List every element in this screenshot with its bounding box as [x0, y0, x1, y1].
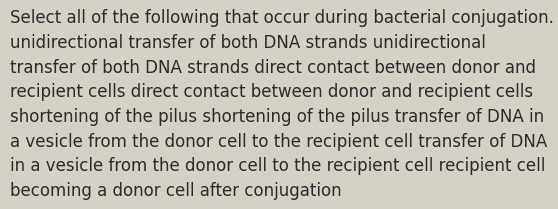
Text: in a vesicle from the donor cell to the recipient cell recipient cell: in a vesicle from the donor cell to the … — [10, 157, 545, 175]
Text: Select all of the following that occur during bacterial conjugation.: Select all of the following that occur d… — [10, 9, 554, 27]
Text: a vesicle from the donor cell to the recipient cell transfer of DNA: a vesicle from the donor cell to the rec… — [10, 133, 547, 151]
Text: transfer of both DNA strands direct contact between donor and: transfer of both DNA strands direct cont… — [10, 59, 536, 77]
Text: recipient cells direct contact between donor and recipient cells: recipient cells direct contact between d… — [10, 83, 533, 101]
Text: becoming a donor cell after conjugation: becoming a donor cell after conjugation — [10, 182, 341, 200]
Text: shortening of the pilus shortening of the pilus transfer of DNA in: shortening of the pilus shortening of th… — [10, 108, 544, 126]
Text: unidirectional transfer of both DNA strands unidirectional: unidirectional transfer of both DNA stra… — [10, 34, 486, 52]
